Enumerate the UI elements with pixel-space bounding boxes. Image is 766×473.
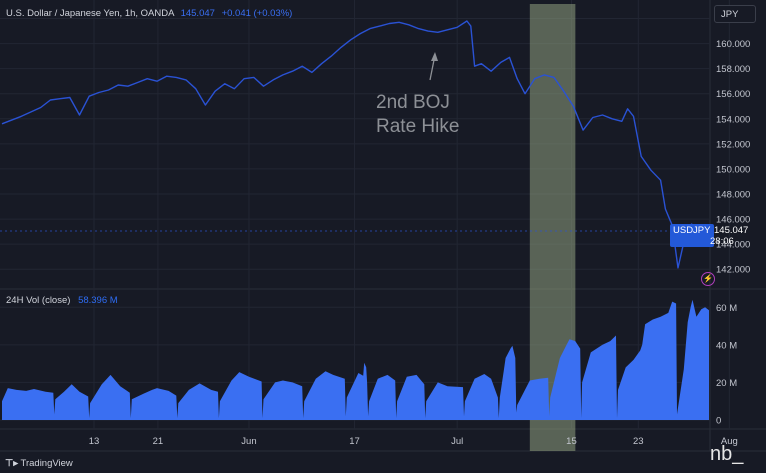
volume-area-layer [2,299,709,420]
price-tick-label: 144.000 [716,240,750,251]
volume-area [2,299,709,420]
price-line-layer [0,20,710,269]
tradingview-logo-icon: ⊤▸ [5,458,19,469]
x-tick-label: Jun [241,436,256,447]
price-tick-label: 158.000 [716,64,750,75]
watermark-text: nb_ [710,443,744,465]
lightning-icon[interactable]: ⚡ [701,272,715,286]
legend-last-price: 145.047 [180,8,215,19]
volume-tick-label: 40 M [716,340,737,351]
volume-legend: 24H Vol (close) 58.396 M [6,295,118,306]
currency-button[interactable]: JPY [714,5,756,23]
x-tick-label: 13 [89,436,100,447]
x-tick-label: Jul [451,436,463,447]
price-line [1,20,710,269]
price-legend: U.S. Dollar / Japanese Yen, 1h, OANDA 14… [6,8,292,19]
price-tick-label: 160.000 [716,39,750,50]
annotation-arrow-layer [429,52,438,81]
annotation-line-2: Rate Hike [376,116,460,137]
price-tick-label: 148.000 [716,190,750,201]
volume-tick-label: 0 [716,416,721,427]
legend-title: U.S. Dollar / Japanese Yen, 1h, OANDA [6,8,174,19]
annotation-text: 2nd BOJ Rate Hike [376,91,459,139]
legend-change: +0.041 (+0.03%) [221,8,293,19]
annotation-line-1: 2nd BOJ [376,92,450,113]
tradingview-logo[interactable]: ⊤▸ TradingView [5,458,73,469]
price-tick-label: 150.000 [716,164,750,175]
volume-tick-label: 20 M [716,378,737,389]
annotation-arrow-head [431,52,438,61]
x-tick-label: 17 [349,436,360,447]
price-tag-price: 145.047 [714,225,749,236]
price-tick-label: 152.000 [716,139,750,150]
x-tick-label: Aug [721,436,738,447]
volume-tick-label: 60 M [716,303,737,314]
last-price-tag: USDJPY 145.047 28:06 [670,224,748,247]
x-tick-label: 15 [566,436,577,447]
tradingview-logo-text: TradingView [20,458,73,469]
volume-legend-value: 58.396 M [78,295,118,306]
price-tag-symbol: USDJPY [673,225,711,236]
x-tick-label: 23 [633,436,644,447]
price-tick-label: 142.000 [716,265,750,276]
price-tick-label: 156.000 [716,89,750,100]
volume-legend-title: 24H Vol (close) [6,295,71,306]
x-tick-label: 21 [153,436,164,447]
price-tick-label: 146.000 [716,215,750,226]
price-tag-countdown: 28:06 [710,236,734,247]
price-tick-label: 154.000 [716,114,750,125]
